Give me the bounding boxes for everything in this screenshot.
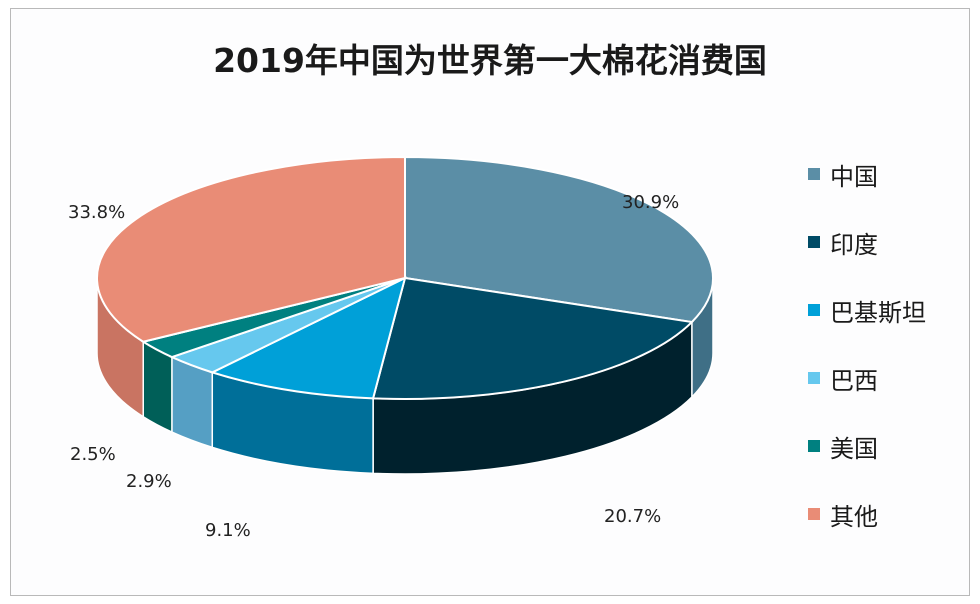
legend-item: 中国 xyxy=(808,140,926,208)
legend-item: 其他 xyxy=(808,480,926,548)
legend-label: 巴基斯坦 xyxy=(830,298,926,327)
data-label-china: 30.9% xyxy=(622,192,679,213)
legend-item: 印度 xyxy=(808,208,926,276)
legend-swatch xyxy=(808,304,820,316)
data-label-other: 33.8% xyxy=(68,202,125,223)
legend-swatch xyxy=(808,440,820,452)
legend-item: 巴西 xyxy=(808,344,926,412)
chart-title: 2019年中国为世界第一大棉花消费国 xyxy=(213,41,767,80)
pie-slice-india xyxy=(371,276,694,400)
legend-label: 巴西 xyxy=(830,366,878,395)
pie-slice-pakistan xyxy=(209,276,407,400)
data-label-brazil: 2.9% xyxy=(126,471,172,492)
legend-label: 美国 xyxy=(830,434,878,463)
legend-swatch xyxy=(808,372,820,384)
data-label-pakistan: 9.1% xyxy=(205,520,251,541)
legend: 中国 印度 巴基斯坦 巴西 美国 其他 xyxy=(808,140,926,548)
data-label-india: 20.7% xyxy=(604,506,661,527)
legend-swatch xyxy=(808,236,820,248)
data-label-usa: 2.5% xyxy=(70,444,116,465)
legend-item: 美国 xyxy=(808,412,926,480)
pie-slice-china xyxy=(404,155,714,324)
legend-item: 巴基斯坦 xyxy=(808,276,926,344)
legend-label: 其他 xyxy=(830,502,878,531)
legend-swatch xyxy=(808,508,820,520)
legend-swatch xyxy=(808,168,820,180)
pie-slice-other xyxy=(96,155,406,343)
legend-label: 中国 xyxy=(830,162,878,191)
legend-label: 印度 xyxy=(830,230,878,259)
